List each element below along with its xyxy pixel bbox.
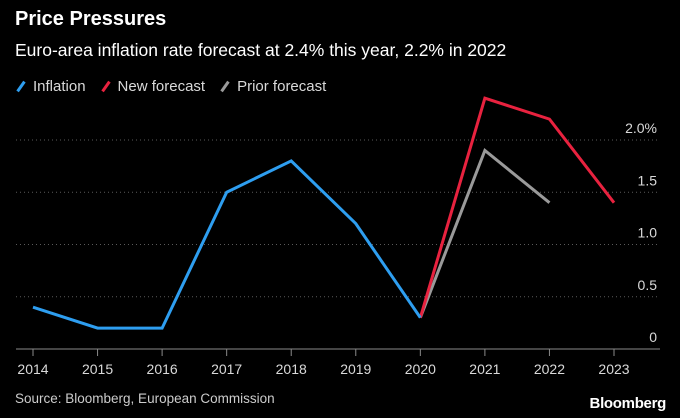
source-note: Source: Bloomberg, European Commission (15, 391, 275, 406)
y-tick-label: 2.0% (625, 120, 657, 136)
series-line-prior-forecast (418, 147, 551, 319)
legend-item-prior-forecast: Prior forecast (219, 78, 326, 95)
x-tick-label: 2018 (276, 361, 307, 377)
bloomberg-logo: Bloomberg (589, 395, 667, 412)
x-tick-label: 2019 (340, 361, 371, 377)
legend-label-new-forecast: New forecast (117, 78, 206, 95)
y-axis-labels: 0 0.5 1.0 1.5 2.0% (625, 120, 657, 345)
y-tick-label: 1.5 (638, 172, 658, 188)
chart-title: Price Pressures (15, 8, 167, 30)
chart-subtitle: Euro-area inflation rate forecast at 2.4… (15, 40, 507, 60)
legend-item-inflation: Inflation (15, 78, 86, 95)
legend-label-prior-forecast: Prior forecast (237, 78, 327, 95)
legend-item-new-forecast: New forecast (100, 78, 206, 95)
series-layer (32, 96, 616, 330)
x-tick-label: 2015 (82, 361, 113, 377)
x-tick-label: 2014 (17, 361, 48, 377)
x-axis: 2014 2015 2016 2017 2018 2019 2020 2021 2022 2023 (16, 348, 660, 377)
x-tick-label: 2022 (534, 361, 565, 377)
y-tick-label: 0 (649, 329, 657, 345)
y-tick-label: 1.0 (638, 225, 658, 241)
x-tick-label: 2016 (147, 361, 178, 377)
grid-layer (16, 139, 660, 298)
x-tick-label: 2023 (598, 361, 629, 377)
x-tick-label: 2021 (469, 361, 500, 377)
legend: Inflation New forecast Prior forecast (15, 78, 326, 95)
legend-label-inflation: Inflation (33, 78, 86, 95)
series-line-new-forecast (418, 96, 616, 319)
x-tick-label: 2017 (211, 361, 242, 377)
series-line-inflation (32, 159, 422, 330)
y-tick-label: 0.5 (638, 277, 658, 293)
x-tick-label: 2020 (405, 361, 436, 377)
